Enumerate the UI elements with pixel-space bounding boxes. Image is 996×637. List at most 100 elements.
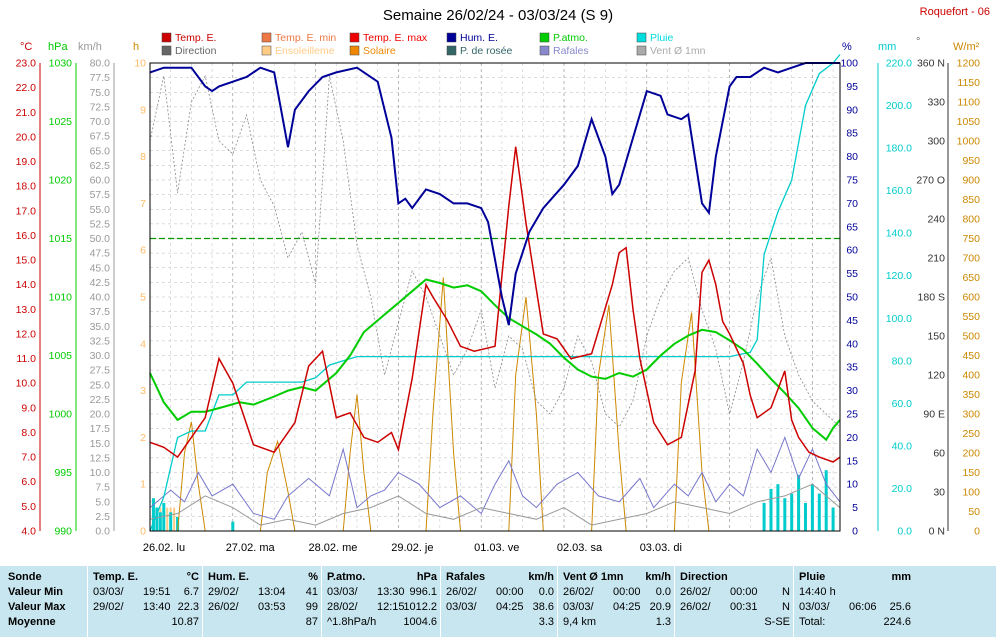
stats-time: 00:00 [613, 586, 641, 598]
stats-row-label: Sonde [8, 571, 42, 583]
plot-frame [149, 62, 841, 532]
stats-block-header: Vent Ø 1mn km/h [563, 571, 675, 586]
sun-axis-tick-label: 7 [140, 198, 146, 210]
hum-axis-tick-label: 70 [846, 198, 858, 210]
rain-bar [162, 502, 166, 531]
stats-separator [674, 566, 675, 637]
wind-axis-tick-label: 55.0 [90, 204, 111, 216]
sun-axis-tick-label: 10 [134, 58, 146, 70]
rain-axis-tick-label: 180.0 [886, 143, 912, 155]
solar-axis-tick-label: 900 [962, 175, 980, 187]
hum-axis-tick-label: 80 [846, 151, 858, 163]
rain-axis-tick-label: 220.0 [886, 58, 912, 70]
day-labels: 26.02. lu 27.02. ma 28.02. me 29.02. je 01.0… [143, 542, 682, 554]
rain-axis-tick-label: 120.0 [886, 270, 912, 282]
stats-value: N [782, 601, 790, 613]
sun-axis-tick-label: 5 [140, 292, 146, 304]
sun-axis-tick-label: 2 [140, 432, 146, 444]
stats-value-row: 10.87 [93, 616, 203, 631]
legend-swatch [349, 45, 360, 56]
legend-label: Temp. E. max [363, 32, 428, 44]
wind-axis-tick-label: 7.5 [95, 482, 110, 494]
wind-axis-tick-label: 45.0 [90, 262, 111, 274]
rain-axis-tick-label: 60.0 [892, 398, 913, 410]
hum-axis-tick-label: 55 [846, 268, 858, 280]
rain-axis-tick-label: 200.0 [886, 100, 912, 112]
hum-axis-tick-label: 95 [846, 81, 858, 93]
stats-time: 13:30 [377, 586, 405, 598]
dir-axis-tick-label: 60 [933, 448, 945, 460]
wind-axis-tick-label: 50.0 [90, 233, 111, 245]
patm-axis-tick-label: 1000 [49, 409, 73, 421]
stats-block-title: Direction [680, 571, 728, 583]
wind-axis-tick-label: 80.0 [90, 58, 111, 70]
stats-value: 22.3 [177, 601, 199, 613]
hum-axis-tick-label: 50 [846, 292, 858, 304]
temp-axis-tick-label: 14.0 [16, 279, 37, 291]
stats-date: 29/02/ [208, 586, 239, 598]
stats-block-header: Temp. E. °C [93, 571, 203, 586]
rain-bar [158, 512, 162, 531]
stats-block: Pluie mm 14:40 h 03/03/06:06 25.6 Total: 224.6 [799, 566, 915, 637]
wind-unit-label: km/h [78, 41, 102, 53]
stats-row-label: Valeur Max [8, 601, 66, 613]
stats-row-label: Valeur Min [8, 586, 64, 598]
day-label: 01.03. ve [474, 542, 519, 554]
stats-value: 99 [305, 601, 318, 613]
legend-swatch [161, 45, 172, 56]
stats-time: 03:53 [258, 601, 286, 613]
stats-value: 996.1 [409, 586, 437, 598]
stats-date: 03/03/ [563, 601, 594, 613]
sun-axis-tick-label: 4 [140, 338, 146, 350]
station-label: Roquefort - 06 [920, 6, 990, 18]
stats-value-row: ^1.8hPa/h 1004.6 [327, 616, 441, 631]
temp-axis-tick-label: 23.0 [16, 58, 37, 70]
stats-time: 00:00 [730, 586, 758, 598]
wind-axis-tick-label: 15.0 [90, 438, 111, 450]
stats-date: 03/03/ [93, 586, 124, 598]
series-line [149, 62, 840, 326]
dir-axis-tick-label: 360 N [917, 58, 945, 70]
legend-swatch [261, 32, 272, 43]
stats-value: S-SE [764, 616, 790, 628]
stats-value-row: 26/02/00:31 N [680, 601, 794, 616]
weather-chart: Semaine 26/02/24 - 03/03/24 (S 9) Roquef… [15, 6, 990, 554]
stats-value-row: 28/02/12:15 1012.2 [327, 601, 441, 616]
stats-value-row: 03/03/19:51 6.7 [93, 586, 203, 601]
stats-block-title: Hum. E. [208, 571, 249, 583]
hum-axis-tick-label: 60 [846, 245, 858, 257]
wind-axis-tick-label: 35.0 [90, 321, 111, 333]
temp-axis-tick-label: 18.0 [16, 181, 37, 193]
temp-axis-tick-label: 20.0 [16, 131, 37, 143]
patm-unit-label: hPa [48, 41, 68, 53]
series-line [149, 483, 841, 526]
stats-date: 14:40 h [799, 586, 836, 598]
solar-axis-tick-label: 1150 [957, 77, 980, 89]
left-axes: 4.05.06.07.08.09.010.011.012.013.014.015… [16, 58, 147, 538]
stats-block-header: Hum. E.% [208, 571, 322, 586]
rain-bar [824, 470, 828, 531]
stats-value: 87 [305, 616, 318, 628]
rain-axis-tick-label: 0.0 [897, 526, 912, 538]
solar-axis-tick-label: 1050 [957, 116, 981, 128]
stats-value: 41 [305, 586, 318, 598]
stats-value-row: 03/03/06:06 25.6 [799, 601, 915, 616]
stats-block-title: Pluie [799, 571, 826, 583]
sun-axis-tick-label: 6 [140, 245, 146, 257]
sun-axis-tick-label: 3 [140, 385, 146, 397]
legend-label: Solaire [363, 45, 396, 57]
solar-axis-tick-label: 300 [962, 409, 980, 421]
stats-block-title: Vent Ø 1mn [563, 571, 624, 583]
wind-axis-tick-label: 22.5 [90, 394, 111, 406]
stats-date: 03/03/ [799, 601, 830, 613]
wind-axis-tick-label: 10.0 [90, 467, 111, 479]
stats-time: 04:25 [613, 601, 641, 613]
stats-date: 03/03/ [446, 601, 477, 613]
rain-bar [169, 512, 173, 531]
patm-axis-tick-label: 1020 [49, 175, 73, 187]
stats-block-unit: °C [186, 571, 199, 583]
stats-separator [202, 566, 203, 637]
series-line [149, 435, 841, 520]
stats-date: 9,4 km [563, 616, 597, 628]
stats-value: 1.3 [655, 616, 671, 628]
